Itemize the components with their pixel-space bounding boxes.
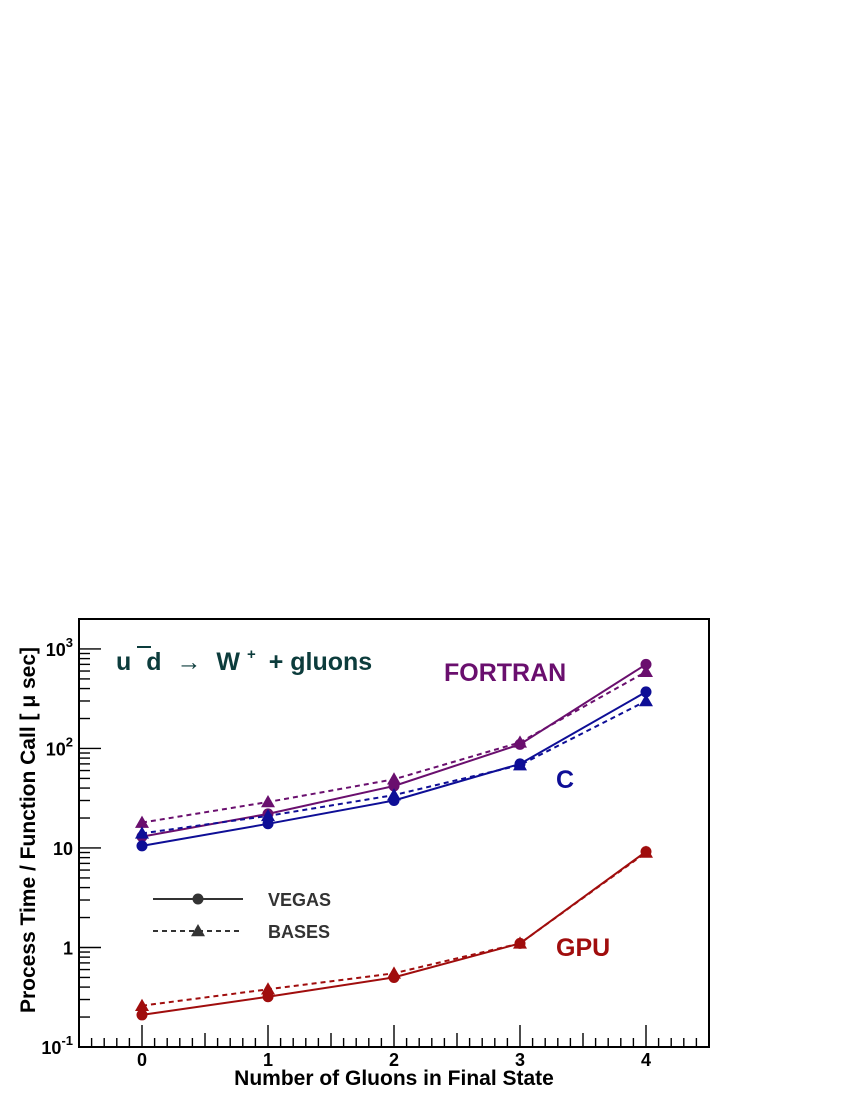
data-point-fortran-bases	[513, 735, 527, 748]
data-point-c-vegas	[136, 840, 148, 852]
data-point-gpu-bases	[261, 982, 275, 995]
legend-marker-circle	[192, 893, 204, 905]
data-point-gpu-bases	[387, 966, 401, 979]
data-point-c-bases	[135, 826, 149, 839]
x-tick-label: 1	[263, 1050, 273, 1070]
process-rest: + gluons	[269, 648, 372, 676]
series-fortran-bases	[135, 664, 653, 828]
x-axis-ticks: 0 1 2 3 4	[78, 1025, 710, 1070]
legend-label: VEGAS	[268, 890, 331, 910]
process-u: u	[116, 648, 131, 676]
data-point-fortran-bases	[387, 772, 401, 785]
data-point-c-bases	[387, 788, 401, 801]
legend-label: BASES	[268, 922, 330, 942]
process-arrow: →	[176, 648, 201, 676]
process-dbar: d	[146, 648, 161, 676]
legend-entry-bases: BASES	[153, 922, 330, 942]
y-axis-ticks: 10-1 1 10 102 103	[41, 618, 101, 1058]
legend-marker-triangle	[191, 924, 205, 937]
data-point-c-bases	[513, 758, 527, 771]
series-c-bases	[135, 693, 653, 839]
legend-entry-vegas: VEGAS	[153, 890, 331, 910]
group-label-gpu: GPU	[556, 934, 610, 962]
x-tick-label: 0	[137, 1050, 147, 1070]
x-tick-label: 4	[641, 1050, 651, 1070]
data-point-fortran-bases	[135, 815, 149, 828]
series-layer	[135, 658, 653, 1021]
data-point-gpu-vegas	[136, 1009, 148, 1021]
data-point-c-vegas	[640, 686, 652, 698]
x-tick-label: 2	[389, 1050, 399, 1070]
y-axis-label: Process Time / Function Call [ μ sec]	[17, 647, 40, 1013]
series-fortran-vegas	[136, 658, 652, 843]
x-tick-label: 3	[515, 1050, 525, 1070]
y-tick-label: 102	[46, 734, 73, 759]
legend: VEGAS BASES	[153, 890, 331, 942]
x-axis-label: Number of Gluons in Final State	[234, 1067, 554, 1090]
data-point-fortran-bases	[261, 794, 275, 808]
data-point-gpu-bases	[639, 845, 653, 858]
data-point-fortran-bases	[639, 664, 653, 678]
data-point-c-bases	[639, 693, 653, 707]
process-label: u d → W + + gluons	[116, 637, 372, 676]
y-tick-label: 1	[63, 938, 73, 958]
series-gpu-bases	[135, 845, 653, 1011]
data-point-gpu-bases	[135, 998, 149, 1011]
process-w-charge: +	[247, 646, 256, 663]
y-tick-label: 10-1	[41, 1033, 73, 1058]
y-tick-label: 10	[53, 839, 73, 859]
series-c-vegas	[136, 686, 652, 852]
data-point-c-bases	[261, 808, 275, 822]
y-tick-label: 103	[46, 635, 73, 660]
group-label-fortran: FORTRAN	[444, 659, 566, 687]
data-point-gpu-bases	[513, 936, 527, 949]
process-w: W	[216, 648, 240, 676]
data-point-fortran-vegas	[640, 658, 652, 670]
group-label-c: C	[556, 766, 574, 794]
